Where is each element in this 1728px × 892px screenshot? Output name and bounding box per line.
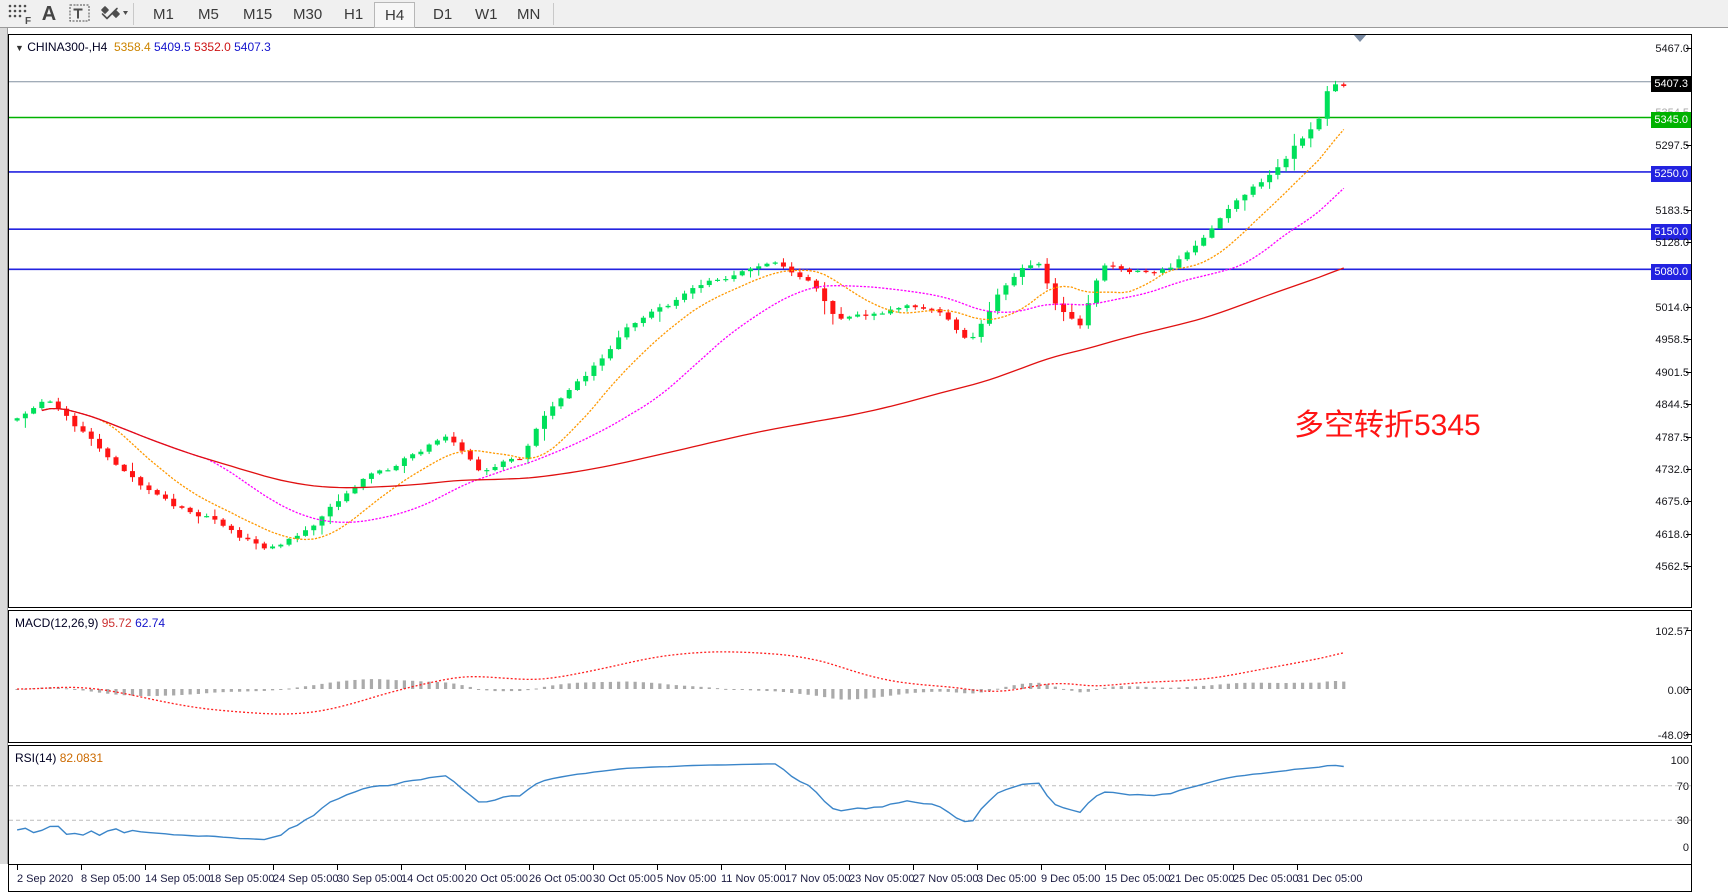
svg-text:多空转折5345: 多空转折5345: [1294, 409, 1481, 442]
svg-text:F: F: [25, 16, 31, 26]
